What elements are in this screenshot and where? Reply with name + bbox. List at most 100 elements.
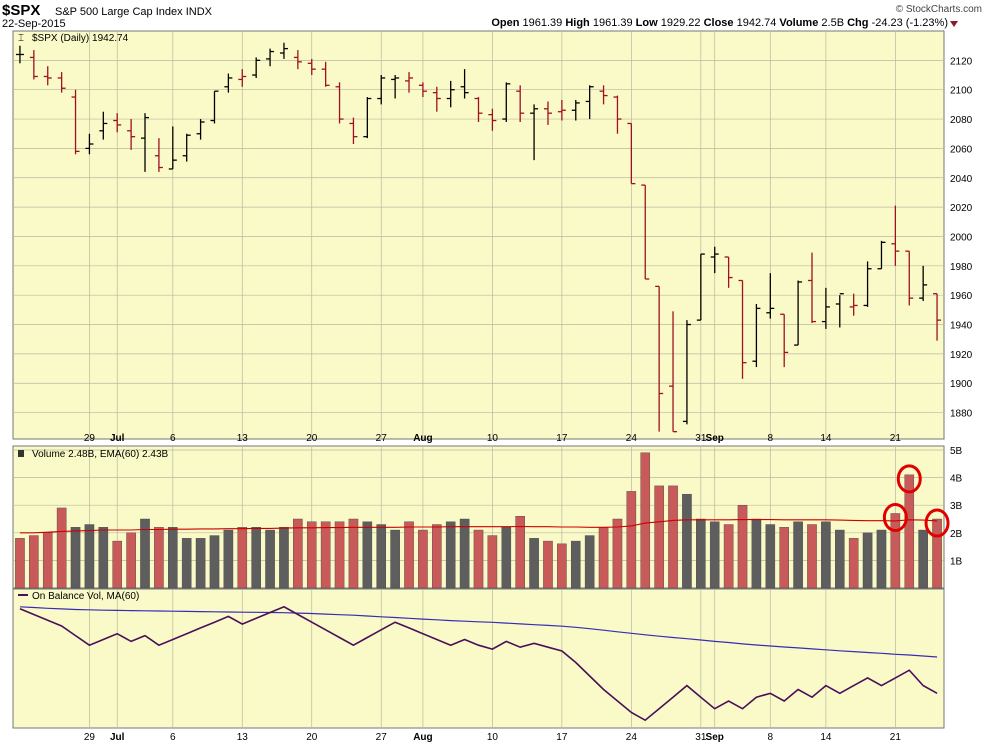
ohlc-bar [641,184,650,280]
symbol: $SPX [2,2,41,19]
ohlc-bar [780,313,789,368]
ohlc-bar [682,320,691,425]
volume-bar [598,527,609,589]
volume-bar [181,538,192,589]
volume-bar [584,535,595,589]
ohlc-bar [766,273,775,319]
y-tick-label: 1920 [950,350,973,361]
chg-value: -24.23 (-1.23%) [871,17,948,29]
ohlc-bar [15,45,24,64]
ohlc-bar [557,99,566,121]
x-tick-label-bottom: 29 [84,732,96,743]
volume-bar [334,521,345,589]
ohlc-bar [627,122,636,185]
volume-bar [293,518,303,589]
x-tick-label: 31 [695,433,707,444]
high-label: High [565,17,590,29]
volume-bar [543,540,553,589]
ohlc-bar [724,256,733,288]
obv-panel [12,588,945,729]
volume-bar [154,527,164,589]
ohlc-bar [307,58,316,76]
volume-bar [418,529,428,589]
ohlc-bar [29,50,38,80]
volume-bar [765,524,776,589]
x-tick-label: 8 [768,433,774,444]
ohlc-bar [238,69,247,87]
ohlc-bar [168,126,177,170]
x-tick-label: 29 [84,433,96,444]
ohlc-bar [835,293,844,328]
x-tick-label-bottom: 13 [237,732,249,743]
ohlc-bar [141,113,150,172]
close-value: 1942.74 [736,17,777,29]
volume-bar [140,518,150,589]
x-tick-label-bottom: 17 [556,732,568,743]
volume-bar [737,505,748,589]
volume-value: 2.5B [821,17,845,29]
high-value: 1961.39 [592,17,633,29]
volume-bar [56,507,67,589]
ohlc-bar [293,50,302,70]
x-tick-label-bottom: 27 [376,732,388,743]
ohlc-bar [752,303,761,368]
x-tick-label-bottom: 20 [306,732,318,743]
volume-bar [209,535,220,589]
x-tick-label: 10 [487,433,499,444]
volume-bar [821,521,831,589]
ohlc-bar [571,99,580,121]
ohlc-bar [196,119,205,140]
volume-bar [70,527,81,589]
volume-legend-swatch [18,450,24,457]
volume-bar [195,538,206,589]
ohlc-bar [127,119,136,150]
ohlc-bar [821,287,830,329]
ohlc-bar [863,261,872,307]
volume-bar [223,529,234,589]
y-tick-label: 1880 [950,409,973,420]
ohlc-bar [85,133,94,155]
y-tick-label: 1980 [950,262,973,273]
ohlc-bar [349,117,358,145]
ohlc-bar [849,293,858,316]
x-tick-label: 6 [170,433,176,444]
volume-bar [404,521,414,589]
y-tick-label: 2000 [950,232,973,243]
chart-date: 22-Sep-2015 [2,18,66,30]
x-tick-label-bottom: 21 [890,732,902,743]
ohlc-bar [57,72,66,93]
volume-bar [279,527,289,589]
ohlc-bar [377,75,386,105]
ohlc-summary: Open 1961.39 High 1961.39 Low 1929.22 Cl… [491,17,948,29]
ohlc-bar [210,90,219,124]
x-tick-label-bottom: 8 [768,732,774,743]
low-value: 1929.22 [660,17,701,29]
ohlc-bar [474,97,483,122]
x-tick-label: 20 [306,433,318,444]
volume-label: Volume [779,17,819,29]
ohlc-bar [585,85,594,120]
security-full-name: S&P 500 Large Cap Index [55,6,183,18]
ohlc-bar [919,265,928,302]
ohlc-bar [405,72,414,93]
y-tick-label: 2120 [950,56,973,67]
x-tick-label: 17 [556,433,568,444]
volume-legend: Volume 2.48B, EMA(60) 2.43B [32,449,169,460]
ohlc-bar [154,138,163,172]
x-tick-label: 24 [626,433,638,444]
volume-bar [487,535,498,589]
price-legend: $SPX (Daily) 1942.74 [32,33,129,44]
x-tick-label: 13 [237,433,249,444]
ohlc-bar [669,311,678,433]
volume-bar [445,521,456,589]
volume-bar [348,518,359,589]
close-label: Close [703,17,734,29]
y-tick-label: 1B [950,556,963,567]
volume-bar [862,532,873,589]
x-tick-label-bottom: Aug [413,732,432,743]
ohlc-bar [418,82,427,98]
x-tick-label-bottom: 6 [170,732,176,743]
volume-bar [320,521,331,589]
x-tick-label: Jul [110,433,125,444]
